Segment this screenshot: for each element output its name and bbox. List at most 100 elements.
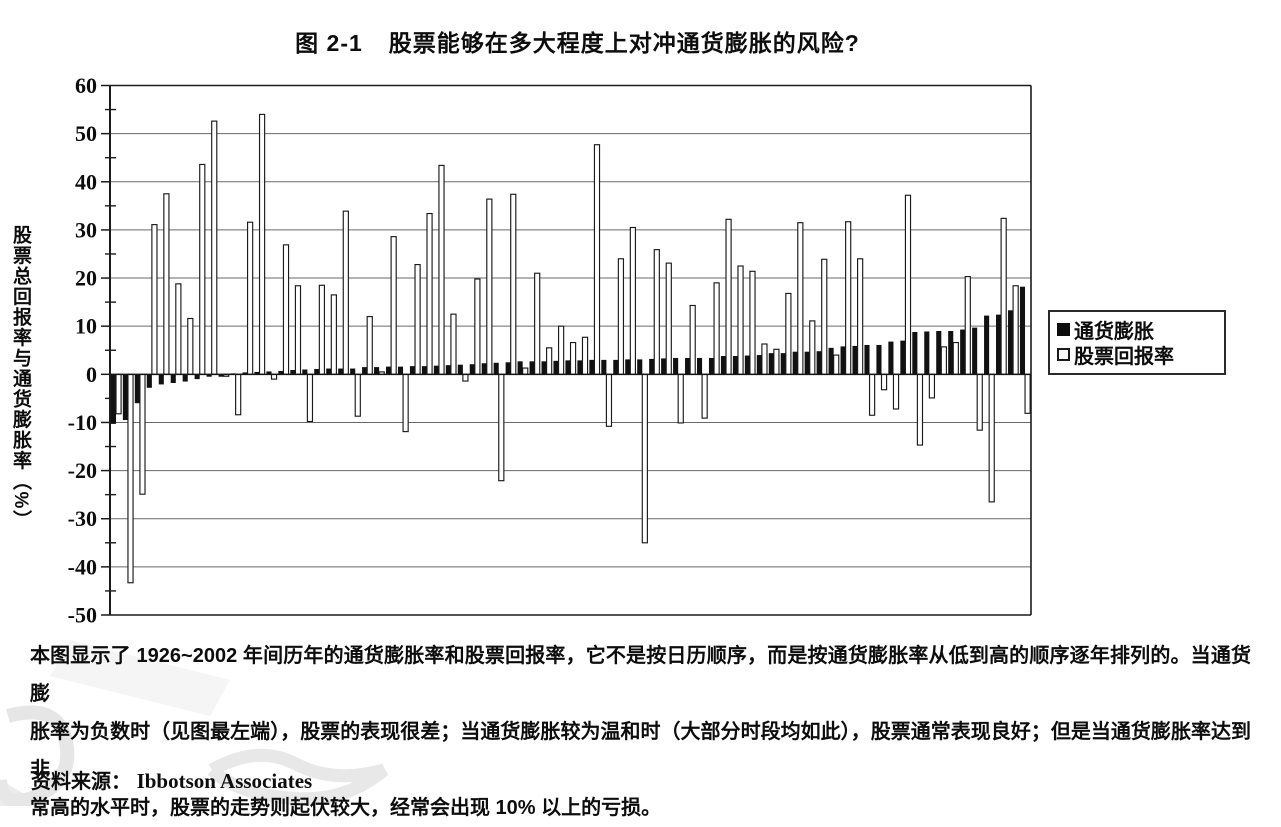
inflation-bar <box>589 359 595 375</box>
inflation-bar <box>912 331 918 375</box>
stock-return-bar <box>163 193 170 375</box>
stock-return-bar <box>821 258 828 375</box>
stock-return-bar <box>474 278 481 375</box>
inflation-bar <box>625 359 631 375</box>
stock-return-bar <box>498 373 505 482</box>
caption-line-3: 常高的水平时，股票的走势则起伏较大，经常会出现 10% 以上的亏损。 <box>30 797 662 819</box>
inflation-bar <box>888 341 894 375</box>
stock-return-bar <box>1000 217 1007 375</box>
y-tick-label: -10 <box>68 410 97 435</box>
inflation-bar <box>206 374 212 377</box>
inflation-bar <box>840 346 846 375</box>
stock-return-bar <box>235 373 242 416</box>
inflation-bar <box>541 361 547 375</box>
stock-return-bar <box>713 282 720 375</box>
inflation-bar <box>302 369 308 375</box>
inflation-bar <box>732 356 738 375</box>
inflation-bar <box>960 329 966 375</box>
inflation-bar <box>708 357 715 375</box>
stock-return-bar <box>845 221 852 375</box>
y-tick-label: 30 <box>75 217 97 242</box>
stock-return-bar <box>318 284 326 375</box>
stock-return-bar <box>258 113 266 375</box>
stock-return-bar <box>797 222 804 375</box>
inflation-bar <box>421 366 427 375</box>
legend: 通货膨胀 股票回报率 <box>1048 310 1226 375</box>
y-tick-label: 50 <box>75 121 97 146</box>
stock-return-bar <box>438 164 445 375</box>
stock-return-bar <box>725 218 732 375</box>
inflation-bar <box>685 357 691 375</box>
stock-return-bar <box>510 193 517 375</box>
y-tick-label: -40 <box>68 554 97 579</box>
y-tick-label: -20 <box>68 458 97 483</box>
stock-return-bar <box>665 262 672 375</box>
stock-return-bar <box>964 276 971 375</box>
stock-return-bar <box>1012 285 1019 375</box>
stock-return-bar <box>617 258 625 375</box>
stock-return-bar <box>976 373 983 431</box>
inflation-bar <box>936 330 942 375</box>
inflation-bar <box>134 374 140 404</box>
inflation-bar <box>409 366 416 375</box>
inflation-bar <box>314 369 320 375</box>
stock-return-bar <box>175 283 182 375</box>
stock-return-bar <box>246 221 254 375</box>
inflation-bar <box>170 374 176 383</box>
inflation-bar <box>984 315 990 375</box>
inflation-bar <box>517 361 523 375</box>
inflation-bar <box>948 330 954 375</box>
source-value: Ibbotson Associates <box>136 769 313 793</box>
stock-return-bar <box>868 373 876 416</box>
stock-return-bar <box>187 317 194 375</box>
stock-return-bar <box>282 244 290 375</box>
stock-return-bar <box>402 373 409 433</box>
inflation-bar <box>792 351 798 375</box>
stock-return-bar <box>785 292 792 375</box>
inflation-bar <box>661 358 667 375</box>
y-tick-label: -50 <box>68 603 97 628</box>
inflation-bar <box>673 357 679 375</box>
legend-label-inflation: 通货膨胀 <box>1074 321 1154 343</box>
inflation-bar <box>122 374 128 421</box>
stock-return-bar <box>557 325 565 375</box>
stock-return-bar <box>773 348 780 375</box>
figure-title: 图 2-1 股票能够在多大程度上对冲通货膨胀的风险? <box>0 24 1155 58</box>
outline-square-icon <box>1057 348 1070 361</box>
inflation-bar <box>744 355 750 375</box>
inflation-bar <box>577 360 583 375</box>
stock-return-bar <box>522 367 529 375</box>
inflation-bar <box>780 353 786 375</box>
inflation-bar <box>505 362 511 375</box>
inflation-bar <box>768 353 774 375</box>
caption: 本图显示了 1926~2002 年间历年的通货膨胀率和股票回报率，它不是按日历顺… <box>30 637 1251 827</box>
inflation-bar <box>601 359 607 375</box>
inflation-bar <box>194 374 200 380</box>
figure-title-text: 股票能够在多大程度上对冲通货膨胀的风险? <box>388 30 860 56</box>
stock-return-bar <box>127 373 134 584</box>
filled-square-icon <box>1057 323 1070 336</box>
inflation-bar <box>816 351 822 375</box>
stock-return-bar <box>880 373 888 391</box>
stock-return-bar <box>139 373 146 495</box>
inflation-bar <box>696 357 703 375</box>
inflation-bar <box>972 327 978 375</box>
stock-return-bar <box>928 373 936 399</box>
stock-return-bar <box>1024 373 1031 414</box>
inflation-bar <box>374 367 380 375</box>
stock-return-bar <box>761 343 768 375</box>
stock-return-bar <box>546 347 553 375</box>
inflation-bar <box>876 344 882 375</box>
stock-return-bar <box>653 249 660 375</box>
inflation-bar <box>756 355 762 375</box>
stock-return-bar <box>569 341 577 375</box>
inflation-bar <box>110 374 116 424</box>
inflation-bar <box>338 368 344 375</box>
inflation-bar <box>218 374 224 377</box>
inflation-bar <box>433 365 439 375</box>
inflation-bar <box>804 351 810 375</box>
y-tick-label: 0 <box>86 362 97 387</box>
inflation-bar <box>828 347 834 375</box>
inflation-bar <box>182 374 188 382</box>
stock-return-bar <box>462 373 469 382</box>
